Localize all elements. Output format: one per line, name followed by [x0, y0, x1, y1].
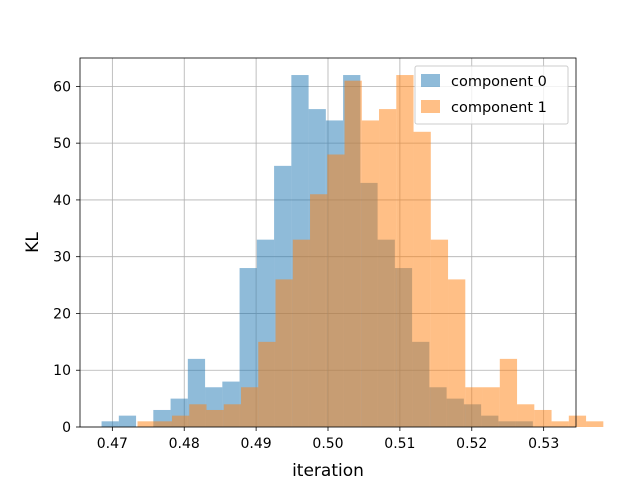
x-axis-ticks: 0.47 0.48 0.49 0.50 0.51 0.52 0.53: [97, 427, 559, 452]
y-tick-label: 20: [53, 306, 71, 322]
histogram-bar: [482, 387, 500, 427]
histogram-bar: [172, 415, 190, 427]
y-axis-label: KL: [23, 232, 43, 253]
histogram-bar: [448, 279, 466, 427]
histogram-bar: [118, 415, 137, 427]
histogram-bar: [223, 404, 242, 427]
legend: component 0 component 1: [414, 65, 569, 125]
histogram-bars: [101, 75, 604, 428]
histogram-bar: [101, 421, 119, 427]
legend-label: component 1: [451, 100, 547, 116]
histogram-bar: [241, 387, 259, 427]
y-tick-label: 30: [53, 250, 71, 266]
y-tick-label: 40: [53, 193, 71, 209]
histogram-bar: [396, 75, 414, 428]
x-axis-label: iteration: [292, 461, 364, 480]
histogram-bar: [344, 80, 362, 427]
histogram-bar: [275, 279, 293, 427]
histogram-bar: [189, 404, 207, 427]
histogram-bar: [292, 239, 311, 427]
histogram-bar: [258, 341, 276, 427]
x-tick-label: 0.48: [169, 436, 200, 452]
legend-box: [414, 65, 569, 125]
histogram-bar: [430, 239, 449, 427]
y-tick-label: 50: [53, 136, 71, 152]
histogram-bar: [499, 358, 518, 427]
y-tick-label: 10: [53, 363, 71, 379]
y-axis-ticks: 0 10 20 30 40 50 60: [53, 79, 80, 436]
legend-swatch: [421, 74, 440, 87]
histogram-bar: [465, 387, 483, 427]
y-tick-label: 60: [53, 79, 71, 95]
histogram-bar: [517, 404, 535, 427]
x-tick-label: 0.52: [456, 436, 487, 452]
histogram-bar: [534, 409, 552, 427]
legend-swatch: [421, 100, 440, 113]
y-tick-label: 0: [62, 420, 71, 436]
histogram-bar: [137, 421, 155, 427]
histogram-bar: [310, 194, 328, 427]
x-tick-label: 0.49: [241, 436, 272, 452]
x-tick-label: 0.50: [312, 436, 343, 452]
x-tick-label: 0.51: [384, 436, 415, 452]
series-1-bars: [137, 75, 604, 428]
histogram-bar: [586, 421, 604, 427]
histogram-bar: [568, 415, 587, 427]
histogram-bar: [551, 421, 569, 427]
legend-label: component 0: [451, 74, 547, 90]
histogram-bar: [154, 421, 173, 427]
x-tick-label: 0.47: [97, 436, 128, 452]
histogram-bar: [327, 154, 345, 427]
histogram-bar: [379, 109, 397, 427]
x-tick-label: 0.53: [528, 436, 559, 452]
histogram-bar: [413, 131, 431, 428]
histogram-bar: [361, 120, 380, 427]
histogram-bar: [206, 409, 224, 427]
